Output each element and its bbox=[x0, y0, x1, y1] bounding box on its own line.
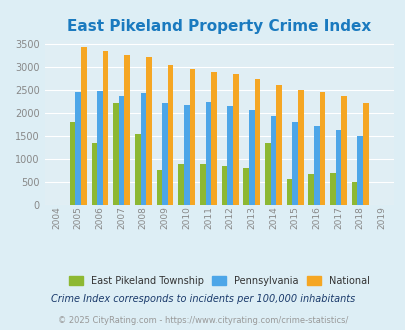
Bar bbox=[351, 182, 356, 205]
Bar bbox=[286, 180, 292, 205]
Bar bbox=[356, 136, 362, 205]
Bar bbox=[134, 134, 140, 205]
Bar bbox=[189, 69, 195, 205]
Bar bbox=[75, 92, 81, 205]
Bar bbox=[102, 51, 108, 205]
Bar bbox=[156, 170, 162, 205]
Bar bbox=[362, 103, 368, 205]
Bar bbox=[341, 95, 346, 205]
Bar bbox=[91, 143, 97, 205]
Bar bbox=[232, 74, 238, 205]
Bar bbox=[81, 47, 87, 205]
Bar bbox=[183, 105, 189, 205]
Text: © 2025 CityRating.com - https://www.cityrating.com/crime-statistics/: © 2025 CityRating.com - https://www.city… bbox=[58, 316, 347, 325]
Bar bbox=[308, 174, 313, 205]
Title: East Pikeland Property Crime Index: East Pikeland Property Crime Index bbox=[67, 19, 371, 34]
Bar bbox=[254, 80, 260, 205]
Bar bbox=[119, 96, 124, 205]
Bar bbox=[205, 102, 211, 205]
Bar bbox=[113, 103, 119, 205]
Bar bbox=[199, 164, 205, 205]
Bar bbox=[221, 166, 227, 205]
Bar bbox=[264, 143, 270, 205]
Bar bbox=[319, 92, 324, 205]
Legend: East Pikeland Township, Pennsylvania, National: East Pikeland Township, Pennsylvania, Na… bbox=[65, 272, 373, 290]
Text: Crime Index corresponds to incidents per 100,000 inhabitants: Crime Index corresponds to incidents per… bbox=[51, 294, 354, 304]
Bar bbox=[162, 103, 167, 205]
Bar bbox=[167, 65, 173, 205]
Bar bbox=[243, 168, 248, 205]
Bar bbox=[297, 90, 303, 205]
Bar bbox=[70, 122, 75, 205]
Bar bbox=[270, 116, 275, 205]
Bar bbox=[275, 85, 281, 205]
Bar bbox=[313, 126, 319, 205]
Bar bbox=[178, 164, 183, 205]
Bar bbox=[329, 173, 335, 205]
Bar bbox=[146, 57, 151, 205]
Bar bbox=[140, 93, 146, 205]
Bar bbox=[248, 110, 254, 205]
Bar bbox=[211, 72, 216, 205]
Bar bbox=[124, 55, 130, 205]
Bar bbox=[292, 122, 297, 205]
Bar bbox=[97, 91, 102, 205]
Bar bbox=[335, 130, 341, 205]
Bar bbox=[227, 106, 232, 205]
